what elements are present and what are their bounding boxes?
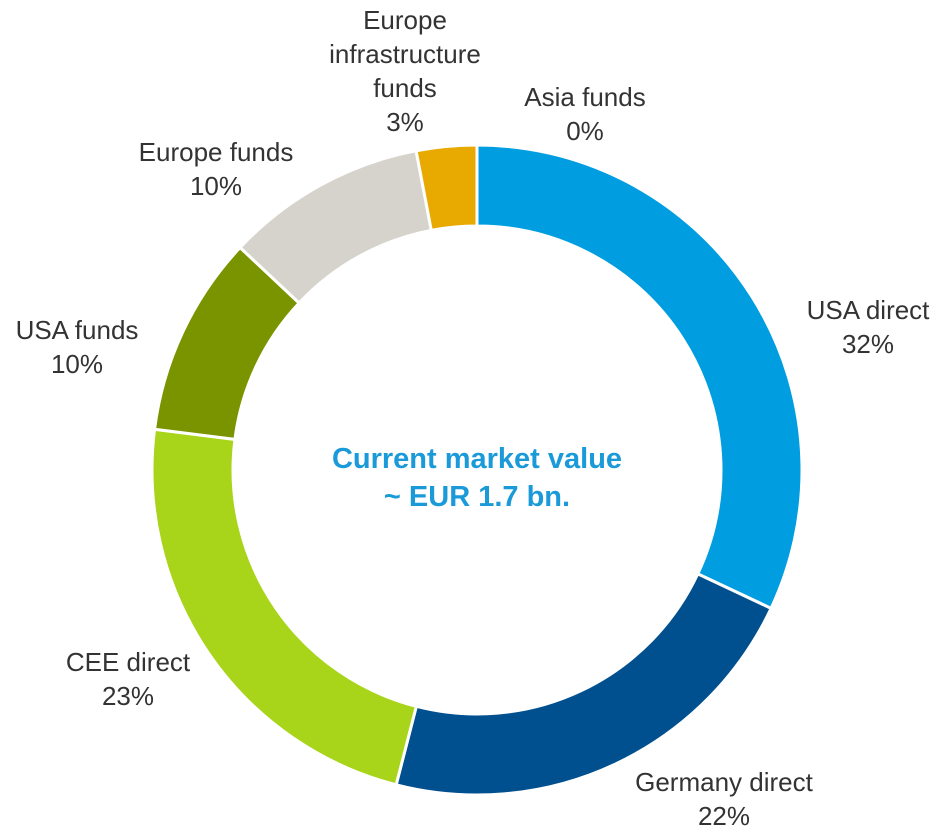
category-label: Asia funds bbox=[524, 82, 646, 112]
center-text: Current market value ~ EUR 1.7 bn. bbox=[227, 440, 727, 516]
segment-label: CEE direct 23% bbox=[43, 645, 213, 713]
donut-segment bbox=[394, 571, 774, 797]
segment-label: Germany direct 22% bbox=[604, 765, 844, 833]
center-line: ~ EUR 1.7 bn. bbox=[383, 481, 571, 513]
value-label: 10% bbox=[50, 349, 104, 379]
category-label: USA direct bbox=[806, 295, 930, 325]
category-label: Europe funds bbox=[138, 137, 294, 167]
value-label: 0% bbox=[566, 116, 604, 146]
category-label: Germany direct bbox=[635, 767, 813, 797]
value-label: 23% bbox=[101, 681, 155, 711]
category-label: USA funds bbox=[15, 315, 139, 345]
value-label: 22% bbox=[697, 801, 751, 831]
segment-label: Asia funds 0% bbox=[500, 80, 670, 148]
value-label: 32% bbox=[841, 329, 895, 359]
category-label: CEE direct bbox=[65, 647, 191, 677]
donut-segment bbox=[475, 143, 804, 611]
category-label: Europe infrastructure funds bbox=[329, 5, 481, 103]
center-line: Current market value bbox=[331, 443, 623, 475]
segment-label: Europe funds 10% bbox=[106, 135, 326, 203]
segment-label: USA funds 10% bbox=[2, 313, 152, 381]
segment-label: Europe infrastructure funds 3% bbox=[310, 3, 500, 139]
value-label: 10% bbox=[189, 171, 243, 201]
segment-label: USA direct 32% bbox=[783, 293, 950, 361]
value-label: 3% bbox=[386, 107, 424, 137]
